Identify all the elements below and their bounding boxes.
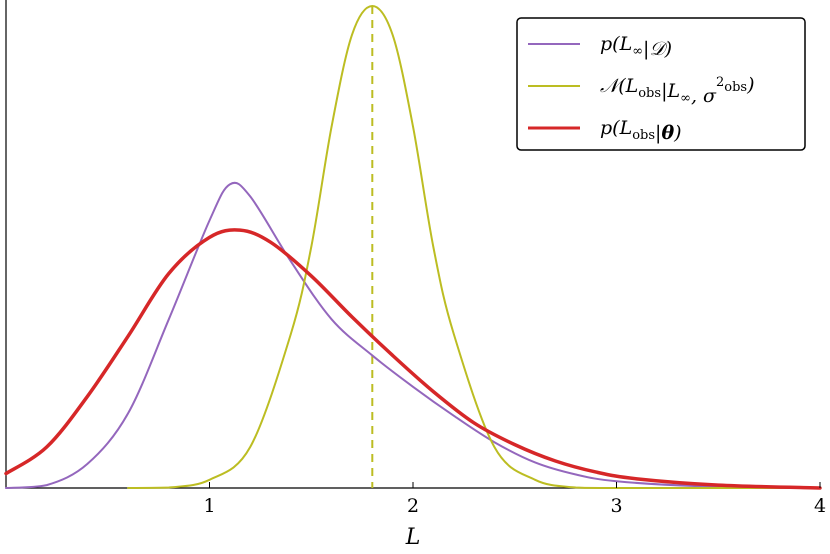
legend-box [516, 17, 806, 151]
series-layer [4, 5, 822, 490]
x-tick-label: 3 [610, 495, 622, 517]
x-tick-label: 1 [203, 495, 215, 517]
x-axis-label: L [405, 525, 421, 550]
legend-label: 𝒩(Lobs|L∞, σ2obs) [600, 74, 755, 107]
x-tick-label: 2 [407, 495, 419, 517]
x-tick-label: 4 [814, 495, 826, 517]
series-line-normal-lobs [127, 5, 821, 490]
series-line-p-linf-d [5, 181, 821, 489]
legend: p(L∞|𝒟) 𝒩(Lobs|L∞, σ2obs) p(Lobs|θ) [516, 17, 806, 151]
x-ticks: 1 2 3 4 [203, 482, 826, 517]
series-line-p-lobs-theta [4, 228, 822, 490]
legend-label: p(L∞|𝒟) [600, 33, 672, 60]
legend-label: p(Lobs|θ) [600, 117, 682, 144]
